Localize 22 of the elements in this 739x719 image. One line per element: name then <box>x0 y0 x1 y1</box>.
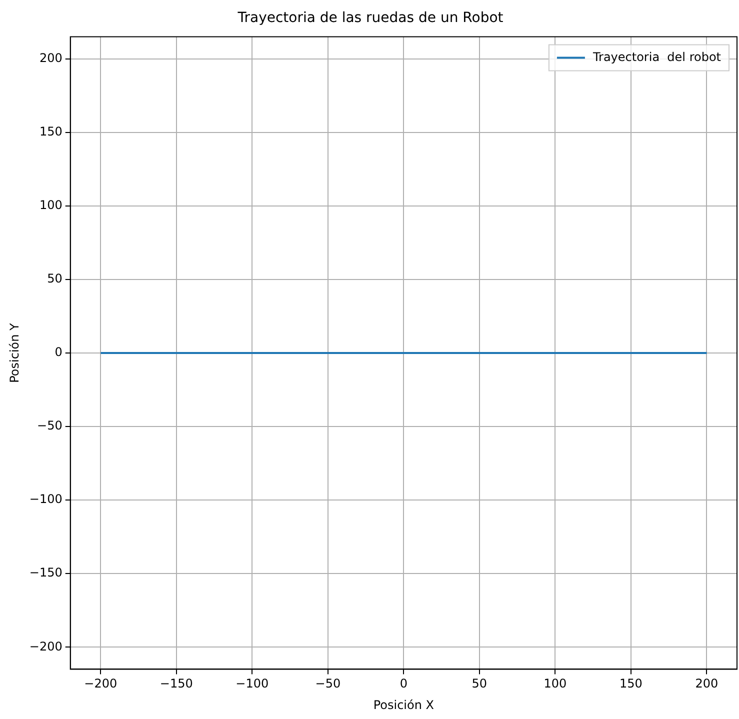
x-tick-label: −200 <box>84 676 118 691</box>
x-tick-label: −50 <box>315 676 341 691</box>
y-tick-label: 100 <box>39 198 62 212</box>
y-tick-label: 200 <box>39 50 62 65</box>
x-tick-label: 200 <box>695 676 718 691</box>
y-tick-label: −100 <box>29 492 62 506</box>
chart-title: Trayectoria de las ruedas de un Robot <box>236 10 504 26</box>
x-tick-label: −150 <box>160 676 193 691</box>
x-tick-label: 50 <box>472 676 488 691</box>
y-tick-label: 50 <box>47 272 62 286</box>
x-tick-label: 0 <box>400 676 408 691</box>
y-tick-label: 0 <box>54 345 62 360</box>
y-tick-label: −150 <box>29 566 62 580</box>
y-tick-label: −50 <box>37 418 62 433</box>
y-axis-title: Posición Y <box>7 322 22 383</box>
y-tick-label: 150 <box>39 124 62 139</box>
legend-label: Trayectoria del robot <box>592 50 722 64</box>
x-tick-label: −100 <box>236 676 269 691</box>
x-tick-label: 100 <box>544 676 567 691</box>
y-tick-label: −200 <box>29 639 62 654</box>
x-axis-title: Posición X <box>373 698 434 712</box>
x-tick-label: 150 <box>619 676 642 691</box>
